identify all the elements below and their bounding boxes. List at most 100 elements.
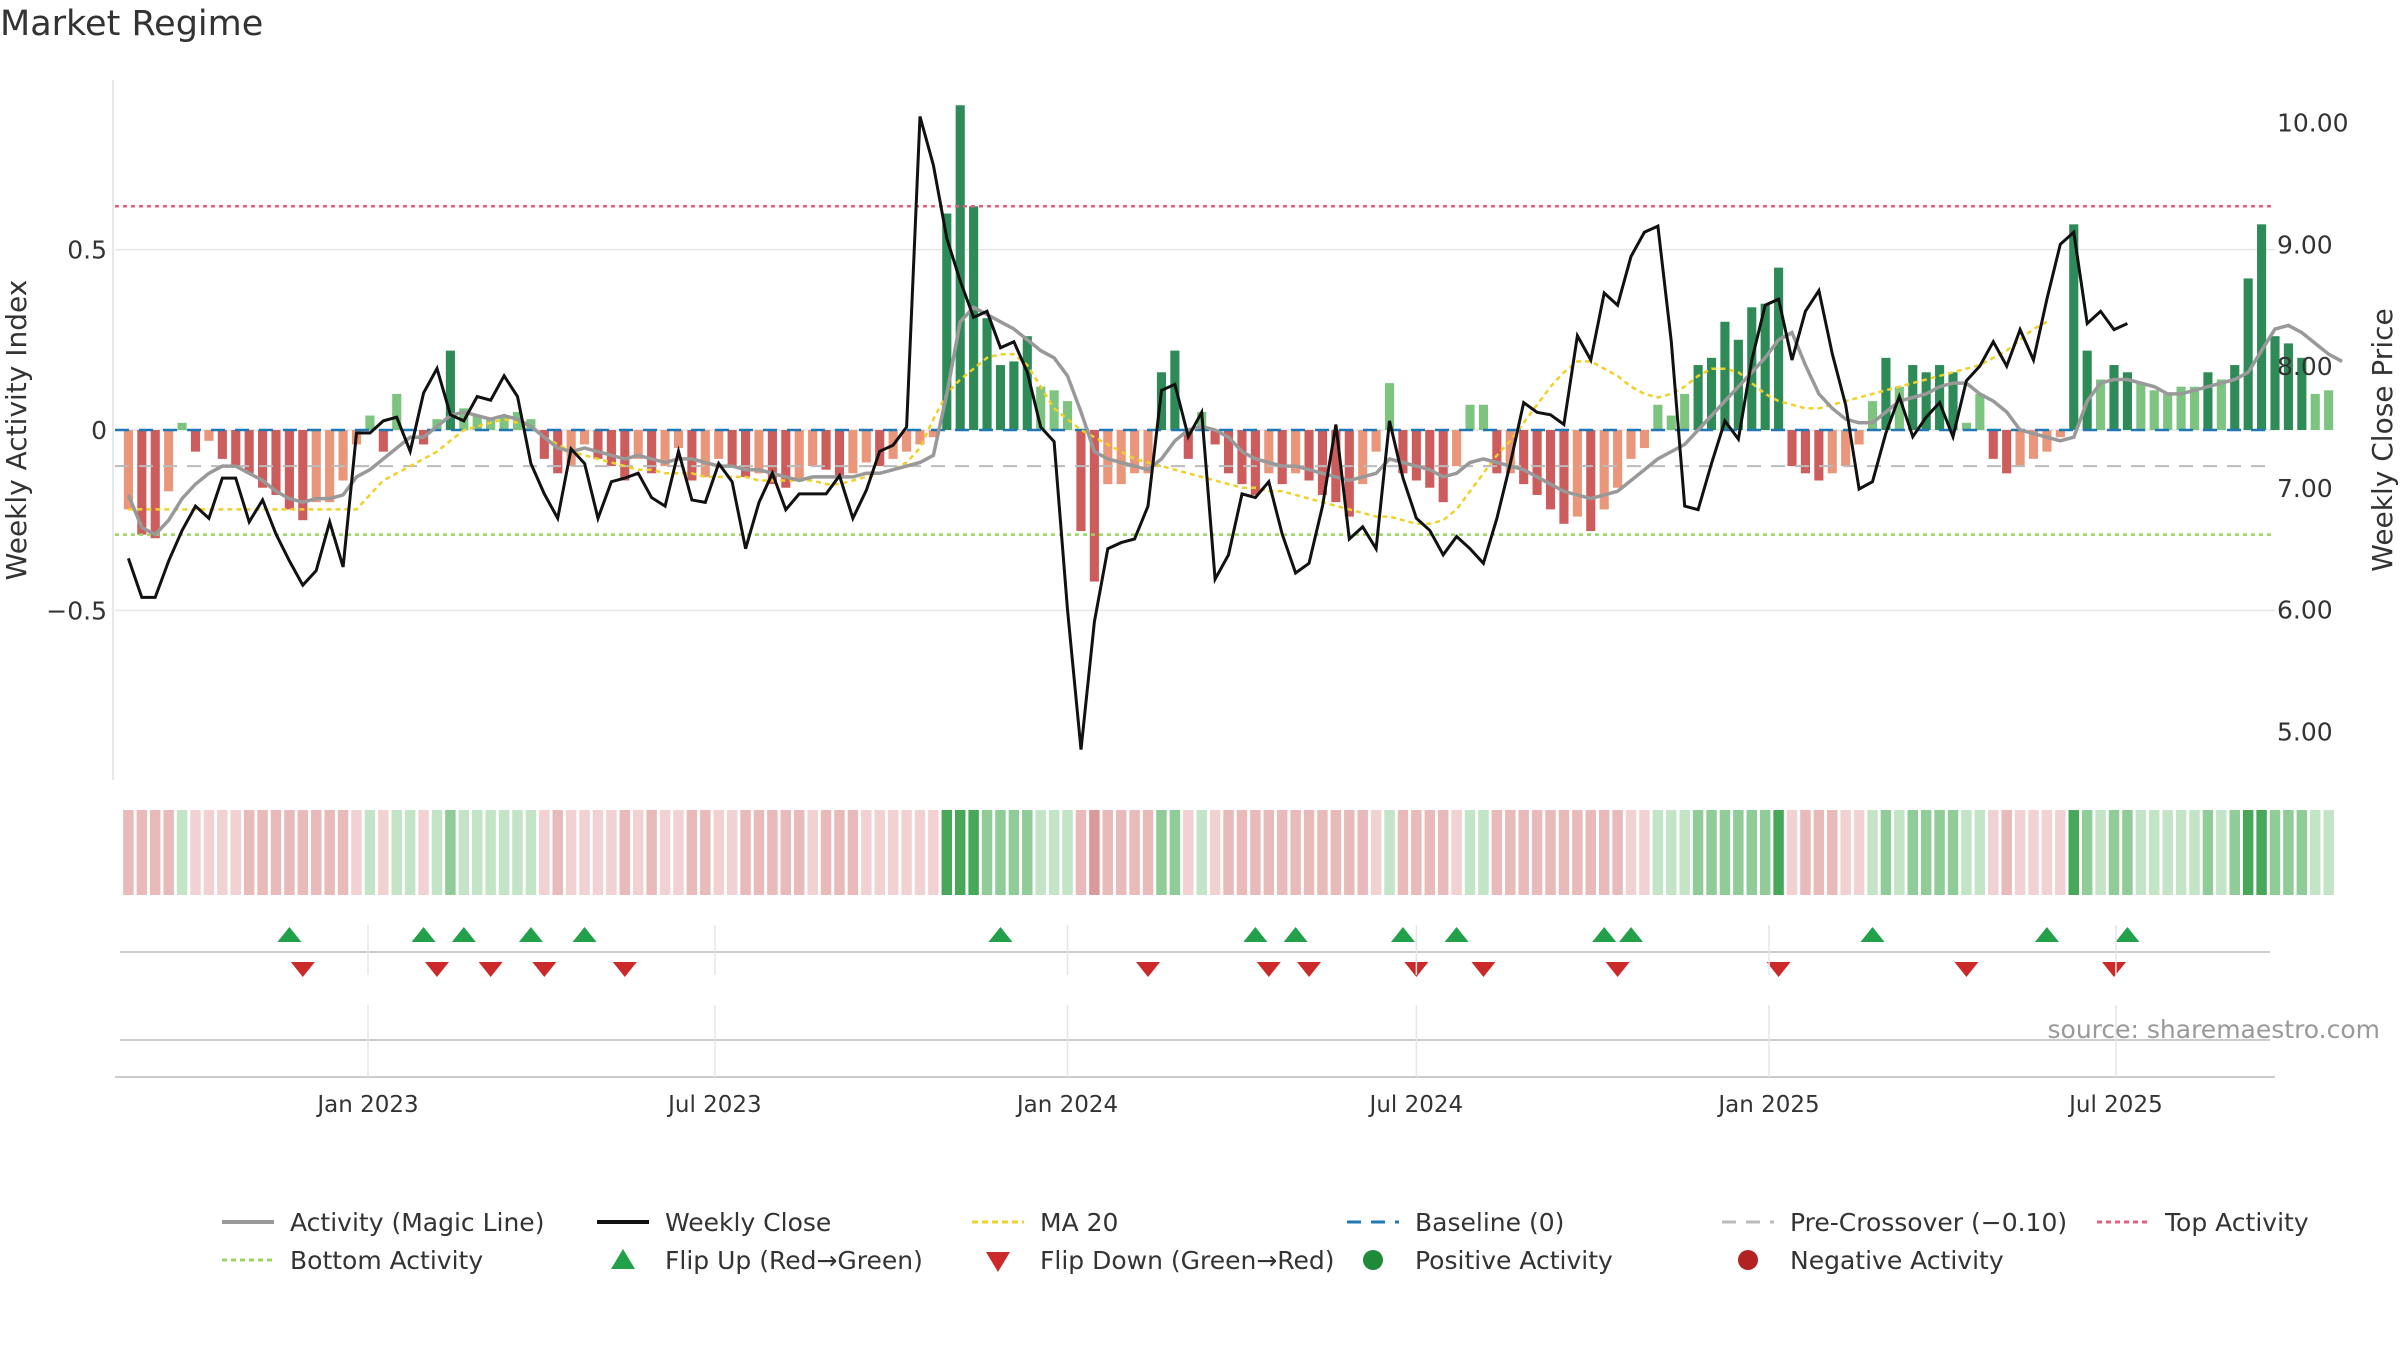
- activity-bar: [901, 430, 912, 452]
- activity-bar: [2176, 386, 2186, 430]
- activity-bar: [378, 430, 388, 452]
- regime-cell: [1048, 810, 1060, 895]
- activity-bar: [486, 419, 496, 430]
- activity-bar: [1062, 401, 1073, 430]
- regime-cell: [2055, 810, 2066, 895]
- legend-close: Weekly Close: [595, 1207, 831, 1237]
- regime-cell: [1813, 810, 1825, 895]
- activity-bar: [1223, 430, 1234, 474]
- regime-cell: [1934, 810, 1945, 895]
- regime-cell: [337, 810, 349, 895]
- regime-cell: [1491, 810, 1503, 895]
- regime-cell: [1424, 810, 1436, 895]
- regime-cell: [136, 810, 148, 895]
- activity-bar: [1961, 422, 1971, 430]
- regime-cell: [512, 810, 523, 895]
- flip-up-marker: [1283, 927, 1308, 942]
- activity-bar: [2015, 430, 2025, 467]
- regime-cell: [2149, 810, 2160, 895]
- regime-cell: [552, 810, 563, 895]
- activity-bar: [2297, 357, 2307, 430]
- regime-cell: [1907, 810, 1918, 895]
- regime-cell: [1330, 810, 1342, 895]
- activity-bar: [1304, 430, 1314, 481]
- regime-cell: [914, 810, 926, 895]
- legend-swatch-top: [2095, 1207, 2151, 1237]
- activity-bar: [861, 430, 871, 463]
- activity-bar: [1867, 401, 1878, 430]
- regime-cell: [1827, 810, 1838, 895]
- activity-bar: [1532, 430, 1542, 495]
- flip-up-marker: [2034, 927, 2059, 942]
- activity-bar: [1478, 404, 1489, 430]
- activity-bar: [647, 430, 657, 474]
- legend-top: Top Activity: [2095, 1207, 2309, 1237]
- regime-cell: [753, 810, 765, 895]
- regime-cell: [1169, 810, 1181, 895]
- legend-label: Weekly Close: [665, 1207, 832, 1237]
- regime-cell: [1156, 810, 1167, 895]
- legend-swatch-ma20: [970, 1207, 1026, 1237]
- regime-cell: [1625, 810, 1637, 895]
- flip-down-marker: [1954, 962, 1979, 977]
- regime-cell: [1276, 810, 1288, 895]
- flip-up-marker: [277, 927, 302, 942]
- y-left-axis-title: Weekly Activity Index: [0, 280, 33, 581]
- flip-down-marker: [1136, 962, 1161, 977]
- regime-cell: [1920, 810, 1932, 895]
- activity-bar: [2136, 383, 2146, 430]
- activity-bar: [1371, 430, 1381, 452]
- regime-cell: [592, 810, 604, 895]
- regime-cell: [1733, 810, 1744, 895]
- legend-label: MA 20: [1040, 1207, 1119, 1237]
- activity-bar: [2002, 430, 2012, 474]
- activity-bar: [834, 430, 845, 477]
- regime-cell: [270, 810, 282, 895]
- regime-cell: [1961, 810, 1972, 895]
- activity-bar: [714, 430, 724, 459]
- flip-down-marker: [1766, 962, 1791, 977]
- regime-cell: [472, 810, 483, 895]
- regime-cell: [1344, 810, 1355, 895]
- flip-up-marker: [518, 927, 543, 942]
- regime-cell: [2269, 810, 2281, 895]
- activity-bar: [1988, 430, 1998, 459]
- legend-flipup: Flip Up (Red→Green): [595, 1245, 923, 1275]
- regime-cell: [1988, 810, 1999, 895]
- regime-cell: [2068, 810, 2079, 895]
- regime-cell: [418, 810, 429, 895]
- regime-cell: [2081, 810, 2093, 895]
- activity-bar: [1841, 430, 1851, 467]
- regime-cell: [404, 810, 416, 895]
- regime-cell: [203, 810, 215, 895]
- activity-bar: [2149, 390, 2159, 430]
- flip-up-marker: [988, 927, 1013, 942]
- regime-cell: [2108, 810, 2120, 895]
- activity-bar: [1814, 430, 1824, 481]
- regime-cell: [123, 810, 134, 895]
- activity-bar: [2163, 393, 2173, 430]
- activity-bar: [1049, 390, 1059, 430]
- activity-bar: [2216, 379, 2226, 430]
- activity-bar: [190, 430, 201, 452]
- regime-cell: [1102, 810, 1114, 895]
- regime-cell: [673, 810, 684, 895]
- legend-swatch-close: [595, 1207, 651, 1237]
- legend-swatch-bottom: [220, 1245, 276, 1275]
- regime-cell: [217, 810, 228, 895]
- regime-cell: [539, 810, 550, 895]
- legend-bottom: Bottom Activity: [220, 1245, 483, 1275]
- activity-bar: [580, 430, 590, 445]
- activity-bar: [942, 213, 952, 430]
- activity-bar: [1022, 336, 1032, 430]
- market-regime-chart: 0.5 0 −0.5 10.00 9.00 8.00 7.00 6.00 5.00 Weekly …: [0, 80, 2399, 1118]
- legend-activity: Activity (Magic Line): [220, 1207, 544, 1237]
- flip-up-marker: [1390, 927, 1415, 942]
- activity-bar: [204, 430, 214, 441]
- activity-bar: [1076, 430, 1086, 532]
- activity-bar: [1277, 430, 1287, 485]
- activity-bar: [1572, 430, 1582, 517]
- activity-bar: [1210, 430, 1220, 445]
- regime-cell: [646, 810, 657, 895]
- regime-cell: [700, 810, 711, 895]
